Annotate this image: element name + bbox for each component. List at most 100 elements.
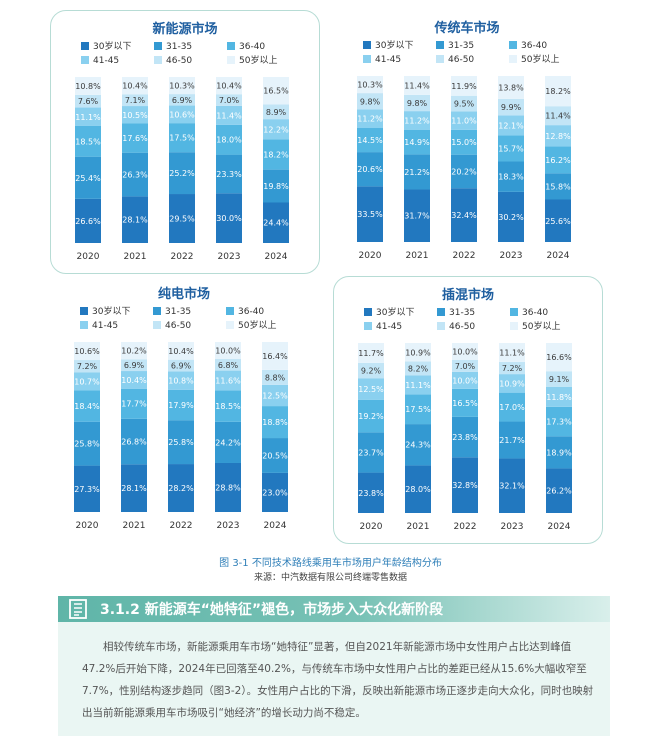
bar-segment xyxy=(121,359,147,372)
bar-segment xyxy=(169,194,195,243)
data-label: 14.9% xyxy=(404,138,430,147)
bar-segment xyxy=(74,421,100,466)
data-label: 23.0% xyxy=(262,488,288,497)
figure-source: 来源：中汽数据有限公司终端零售数据 xyxy=(253,573,407,583)
bar-segment xyxy=(405,424,431,466)
data-label: 8.9% xyxy=(266,108,287,117)
bar-segment xyxy=(452,416,478,458)
data-label: 24.4% xyxy=(263,219,289,228)
legend-swatch xyxy=(226,321,234,329)
data-label: 9.9% xyxy=(501,103,522,112)
x-tick-label: 2020 xyxy=(359,251,382,261)
data-label: 18.3% xyxy=(498,173,524,182)
bar-segment xyxy=(499,361,525,375)
data-label: 17.6% xyxy=(122,134,148,143)
data-label: 28.1% xyxy=(122,216,148,225)
legend-label: 36-40 xyxy=(521,41,547,51)
data-label: 17.5% xyxy=(169,134,195,143)
bar-segment xyxy=(451,154,477,189)
bar-segment xyxy=(263,77,289,105)
bar-segment xyxy=(545,199,571,242)
data-label: 26.2% xyxy=(546,487,572,496)
legend-label: 50岁以上 xyxy=(239,54,277,66)
bar-segment xyxy=(358,378,384,400)
data-label: 11.1% xyxy=(405,381,431,390)
legend-swatch xyxy=(81,42,89,50)
legend-swatch xyxy=(364,322,372,330)
data-label: 6.9% xyxy=(124,361,145,370)
data-label: 18.9% xyxy=(546,448,572,457)
bar-segment xyxy=(546,436,572,469)
data-label: 15.8% xyxy=(545,182,571,191)
legend-label: 31-35 xyxy=(448,41,474,51)
x-tick-label: 2020 xyxy=(360,522,383,532)
data-label: 30.2% xyxy=(498,213,524,222)
bar-segment xyxy=(451,188,477,242)
bar-segment xyxy=(169,94,195,106)
x-tick-label: 2021 xyxy=(406,251,429,261)
legend-swatch xyxy=(509,41,517,49)
bar-segment xyxy=(216,124,242,155)
data-label: 17.9% xyxy=(168,401,194,410)
data-label: 29.5% xyxy=(169,215,195,224)
data-label: 18.4% xyxy=(74,402,100,411)
bar-segment xyxy=(545,106,571,126)
x-tick-label: 2023 xyxy=(500,251,523,261)
legend-label: 41-45 xyxy=(375,55,401,65)
bar-segment xyxy=(357,128,383,153)
bar-segment xyxy=(121,371,147,389)
bar-segment xyxy=(215,370,241,391)
bar-segment xyxy=(74,390,100,422)
data-label: 27.3% xyxy=(74,485,100,494)
legend-swatch xyxy=(364,308,372,316)
bar-segment xyxy=(262,342,288,370)
bar-segment xyxy=(405,375,431,395)
data-label: 15.0% xyxy=(451,138,477,147)
bar-segment xyxy=(168,359,194,372)
bar-segment xyxy=(262,438,288,473)
data-label: 25.8% xyxy=(74,440,100,449)
bar-segment xyxy=(75,156,101,199)
data-label: 9.8% xyxy=(360,97,381,106)
data-label: 26.8% xyxy=(121,438,147,447)
x-tick-label: 2021 xyxy=(123,521,146,531)
data-label: 17.7% xyxy=(121,400,147,409)
data-label: 21.7% xyxy=(499,436,525,445)
data-label: 32.1% xyxy=(499,482,525,491)
data-label: 12.5% xyxy=(262,391,288,400)
legend-swatch xyxy=(227,56,235,64)
bar-segment xyxy=(499,421,525,459)
bar-segment xyxy=(452,359,478,372)
legend-swatch xyxy=(227,42,235,50)
bar-segment xyxy=(498,98,524,116)
legend-swatch xyxy=(154,42,162,50)
x-tick-label: 2024 xyxy=(264,521,287,531)
legend-swatch xyxy=(81,56,89,64)
chart-title: 插混市场 xyxy=(442,287,494,303)
data-label: 11.4% xyxy=(404,81,430,90)
data-label: 25.8% xyxy=(168,438,194,447)
section-title: 3.1.2 新能源车“她特征”褪色，市场步入大众化新阶段 xyxy=(100,602,444,618)
bar-segment xyxy=(499,374,525,393)
chart-panel-new-energy: 新能源市场 30岁以下 31-35 36-40 41-45 46-50 50岁以上 26.6%… xyxy=(50,10,320,274)
data-label: 18.8% xyxy=(262,418,288,427)
legend-label: 41-45 xyxy=(376,322,402,332)
x-tick-label: 2021 xyxy=(407,522,430,532)
bar-segment xyxy=(404,76,430,95)
bar-segment xyxy=(263,169,289,203)
chart-title: 纯电市场 xyxy=(158,286,210,302)
legend-label: 50岁以上 xyxy=(238,319,276,331)
data-label: 11.7% xyxy=(358,349,384,358)
data-label: 24.3% xyxy=(405,441,431,450)
data-label: 19.2% xyxy=(358,412,384,421)
data-label: 10.3% xyxy=(357,81,383,90)
bar-segment xyxy=(74,342,100,361)
bar-segment xyxy=(122,77,148,95)
data-label: 11.6% xyxy=(215,376,241,385)
bar-segment xyxy=(75,77,101,95)
data-label: 13.8% xyxy=(498,83,524,92)
bar-segment xyxy=(499,392,525,422)
chart-panel-phev: 插混市场 30岁以下 31-35 36-40 41-45 46-50 50岁以上 23.8% 2… xyxy=(333,276,603,544)
data-label: 23.8% xyxy=(452,433,478,442)
bar-segment xyxy=(262,384,288,407)
